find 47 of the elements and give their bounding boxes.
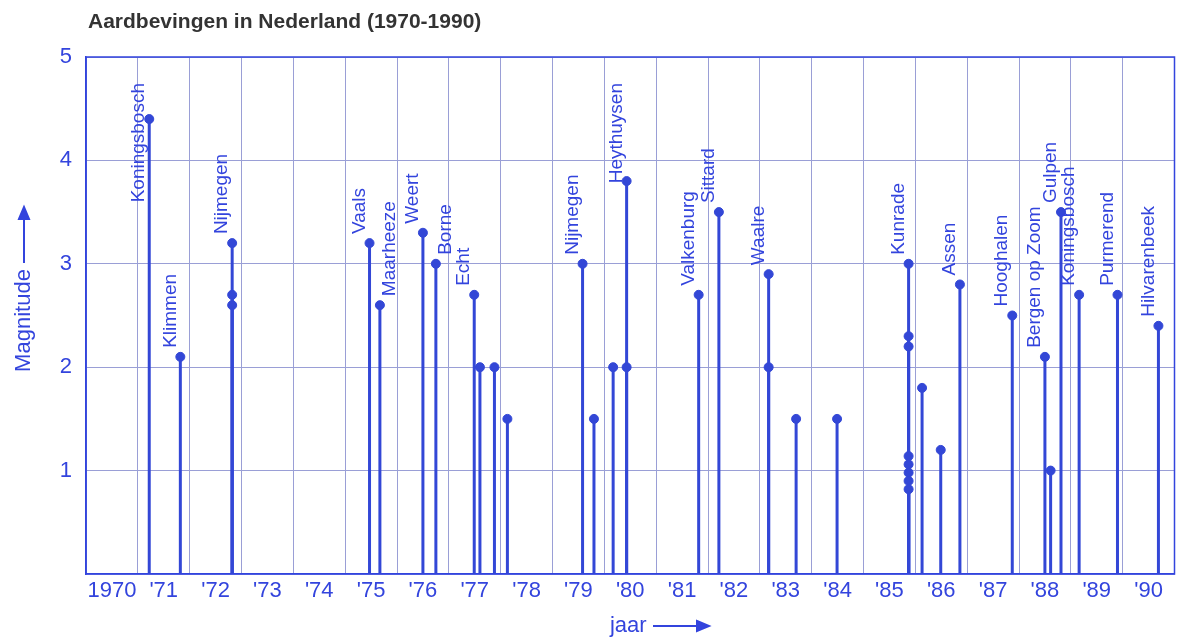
annotation: Kunrade (886, 182, 908, 255)
annotation: Koningsbosch (127, 82, 149, 203)
y-tick-label: 2 (59, 353, 72, 379)
chart-title: Aardbevingen in Nederland (1970-1990) (88, 8, 482, 32)
x-tick-label: '87 (978, 577, 1008, 603)
annotation: Sittard (697, 148, 719, 204)
x-tick-label: '90 (1134, 577, 1163, 603)
x-tick-label: 1970 (87, 577, 137, 603)
x-tick-label: '73 (253, 577, 282, 603)
annotation: Purmerend (1095, 191, 1117, 286)
annotation: Hooghalen (990, 214, 1012, 307)
x-tick-label: '89 (1082, 577, 1112, 603)
y-tick-label: 5 (59, 43, 72, 69)
x-tick-label: '88 (1030, 577, 1060, 603)
x-tick-label: '75 (356, 577, 386, 603)
x-tick-label: '81 (667, 577, 697, 603)
x-tick-label: '85 (875, 577, 904, 603)
x-tick-label: '71 (149, 577, 179, 603)
x-tick-label: '80 (615, 577, 645, 603)
annotation: Nijmegen (560, 174, 582, 255)
annotation: Waalre (746, 205, 768, 266)
annotation: Maarheeze (378, 201, 400, 297)
annotation: Assen (938, 222, 960, 276)
y-tick-label: 4 (59, 146, 72, 172)
annotation: Valkenburg (676, 191, 698, 286)
x-tick-label: '77 (460, 577, 490, 603)
annotation: Bergen op Zoom (1023, 206, 1045, 348)
annotation: Klimmen (158, 273, 180, 348)
y-tick-label: 1 (59, 456, 72, 482)
annotation: Weert (401, 172, 423, 224)
y-tick-label: 3 (59, 249, 72, 275)
x-tick-label: '86 (926, 577, 956, 603)
annotation: Hilvarenbeek (1136, 205, 1158, 317)
annotation: Vaals (347, 187, 369, 235)
y-axis-title: Magnitude (10, 269, 36, 372)
x-tick-label: '76 (408, 577, 438, 603)
annotation: Nijmegen (210, 153, 232, 235)
x-tick-label: '78 (512, 577, 541, 603)
x-axis-title: jaar (608, 612, 647, 638)
x-tick-label: '82 (719, 577, 749, 603)
annotation: Gulpen (1039, 141, 1061, 204)
x-tick-label: '79 (564, 577, 593, 603)
x-tick-label: '84 (823, 577, 852, 603)
x-tick-label: '72 (201, 577, 230, 603)
x-tick-label: '74 (304, 577, 334, 603)
annotation: Heythuysen (604, 82, 626, 184)
x-tick-label: '83 (771, 577, 801, 603)
